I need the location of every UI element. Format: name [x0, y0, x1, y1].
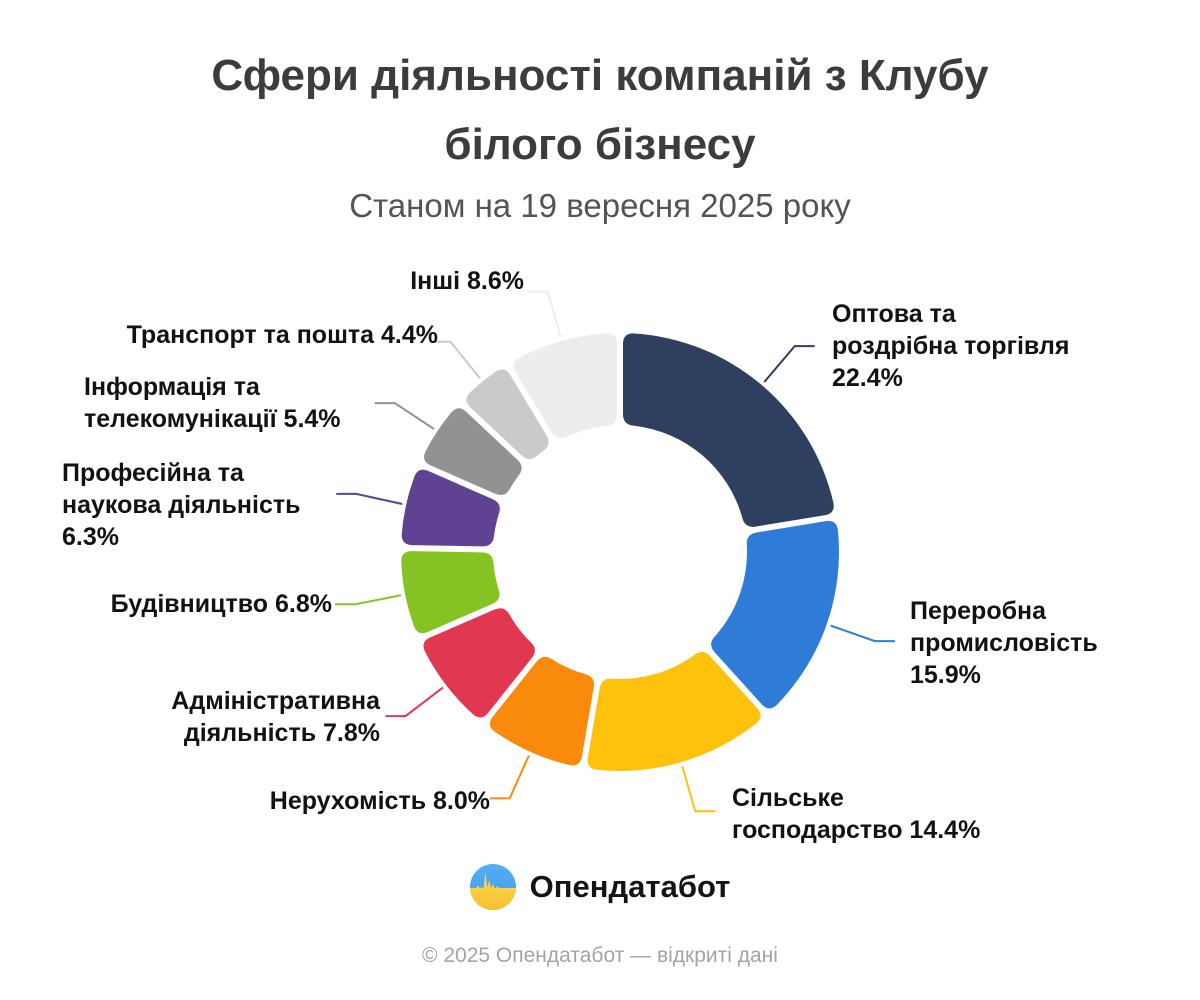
donut-segment-8	[466, 369, 549, 460]
label-value: 6.3%	[62, 522, 119, 551]
leader-line-0	[763, 345, 815, 383]
slice-label-professional-scientific: Професійна та наукова діяльність 6.3%	[62, 458, 300, 553]
label-line: Переробна	[910, 597, 1047, 625]
label-line: Інформація та	[84, 373, 260, 401]
chart-title-line1: Сфери діяльності компаній з Клубу	[211, 51, 989, 100]
leader-line-2	[681, 765, 716, 813]
label-line: господарство 14.4%	[732, 815, 981, 844]
label-line: Сільське	[732, 784, 844, 812]
leader-line-4	[385, 686, 444, 718]
brand-row: Опендатабот	[0, 864, 1200, 910]
donut-segment-4	[423, 608, 535, 718]
slice-label-administrative-activity: Адміністративна діяльність 7.8%	[171, 686, 380, 750]
label-line: Оптова та	[832, 300, 956, 328]
label-line: Професійна та	[62, 459, 244, 487]
chart-subtitle: Станом на 19 вересня 2025 року	[349, 187, 851, 225]
label-line: наукова діяльність	[62, 490, 301, 519]
leader-line-1	[830, 624, 895, 643]
chart-header: Сфери діяльності компаній з Клубу білого…	[0, 42, 1200, 225]
label-line: Нерухомість 8.0%	[269, 787, 490, 815]
label-line: Будівництво 6.8%	[110, 590, 332, 618]
leader-line-9	[527, 290, 562, 338]
brand-name: Опендатабот	[529, 869, 731, 904]
slice-label-real-estate: Нерухомість 8.0%	[270, 786, 490, 818]
donut-segment-5	[401, 551, 500, 634]
donut-segment-0	[623, 333, 834, 527]
leader-line-3	[489, 755, 530, 800]
chart-title-line2: білого бізнесу	[444, 119, 756, 169]
slice-label-processing-industry: Переробна промисловість 15.9%	[910, 596, 1098, 691]
donut-segment-7	[424, 408, 522, 496]
slice-label-agriculture: Сільське господарство 14.4%	[732, 783, 980, 847]
donut-segment-3	[489, 656, 595, 766]
label-line: Інші 8.6%	[410, 267, 524, 295]
label-line: діяльність 7.8%	[183, 718, 380, 747]
label-line: Транспорт та пошта 4.4%	[126, 321, 438, 349]
leader-line-7	[374, 402, 435, 430]
label-value: 15.9%	[910, 660, 981, 689]
label-value: 22.4%	[832, 363, 903, 392]
label-line: телекомунікації 5.4%	[84, 404, 341, 433]
opendatabot-logo-icon	[469, 864, 516, 910]
slice-label-transport-post: Транспорт та пошта 4.4%	[127, 320, 438, 352]
label-line: Адміністративна	[171, 687, 380, 715]
slice-label-wholesale-retail-trade: Оптова та роздрібна торгівля 22.4%	[832, 299, 1069, 394]
label-line: роздрібна торгівля	[832, 331, 1070, 360]
copyright-text: © 2025 Опендатабот — відкриті дані	[422, 944, 778, 967]
slice-label-construction: Будівництво 6.8%	[111, 589, 332, 621]
slice-label-others: Інші 8.6%	[410, 266, 524, 298]
donut-segment-9	[513, 333, 617, 439]
donut-segment-6	[401, 469, 500, 547]
slice-label-information-telecom: Інформація та телекомунікації 5.4%	[84, 372, 341, 436]
label-line: промисловість	[910, 628, 1098, 657]
leader-line-6	[336, 492, 403, 505]
donut-segment-2	[587, 651, 761, 772]
donut-segment-1	[711, 520, 840, 709]
leader-line-5	[335, 594, 402, 606]
leader-line-8	[430, 340, 481, 380]
